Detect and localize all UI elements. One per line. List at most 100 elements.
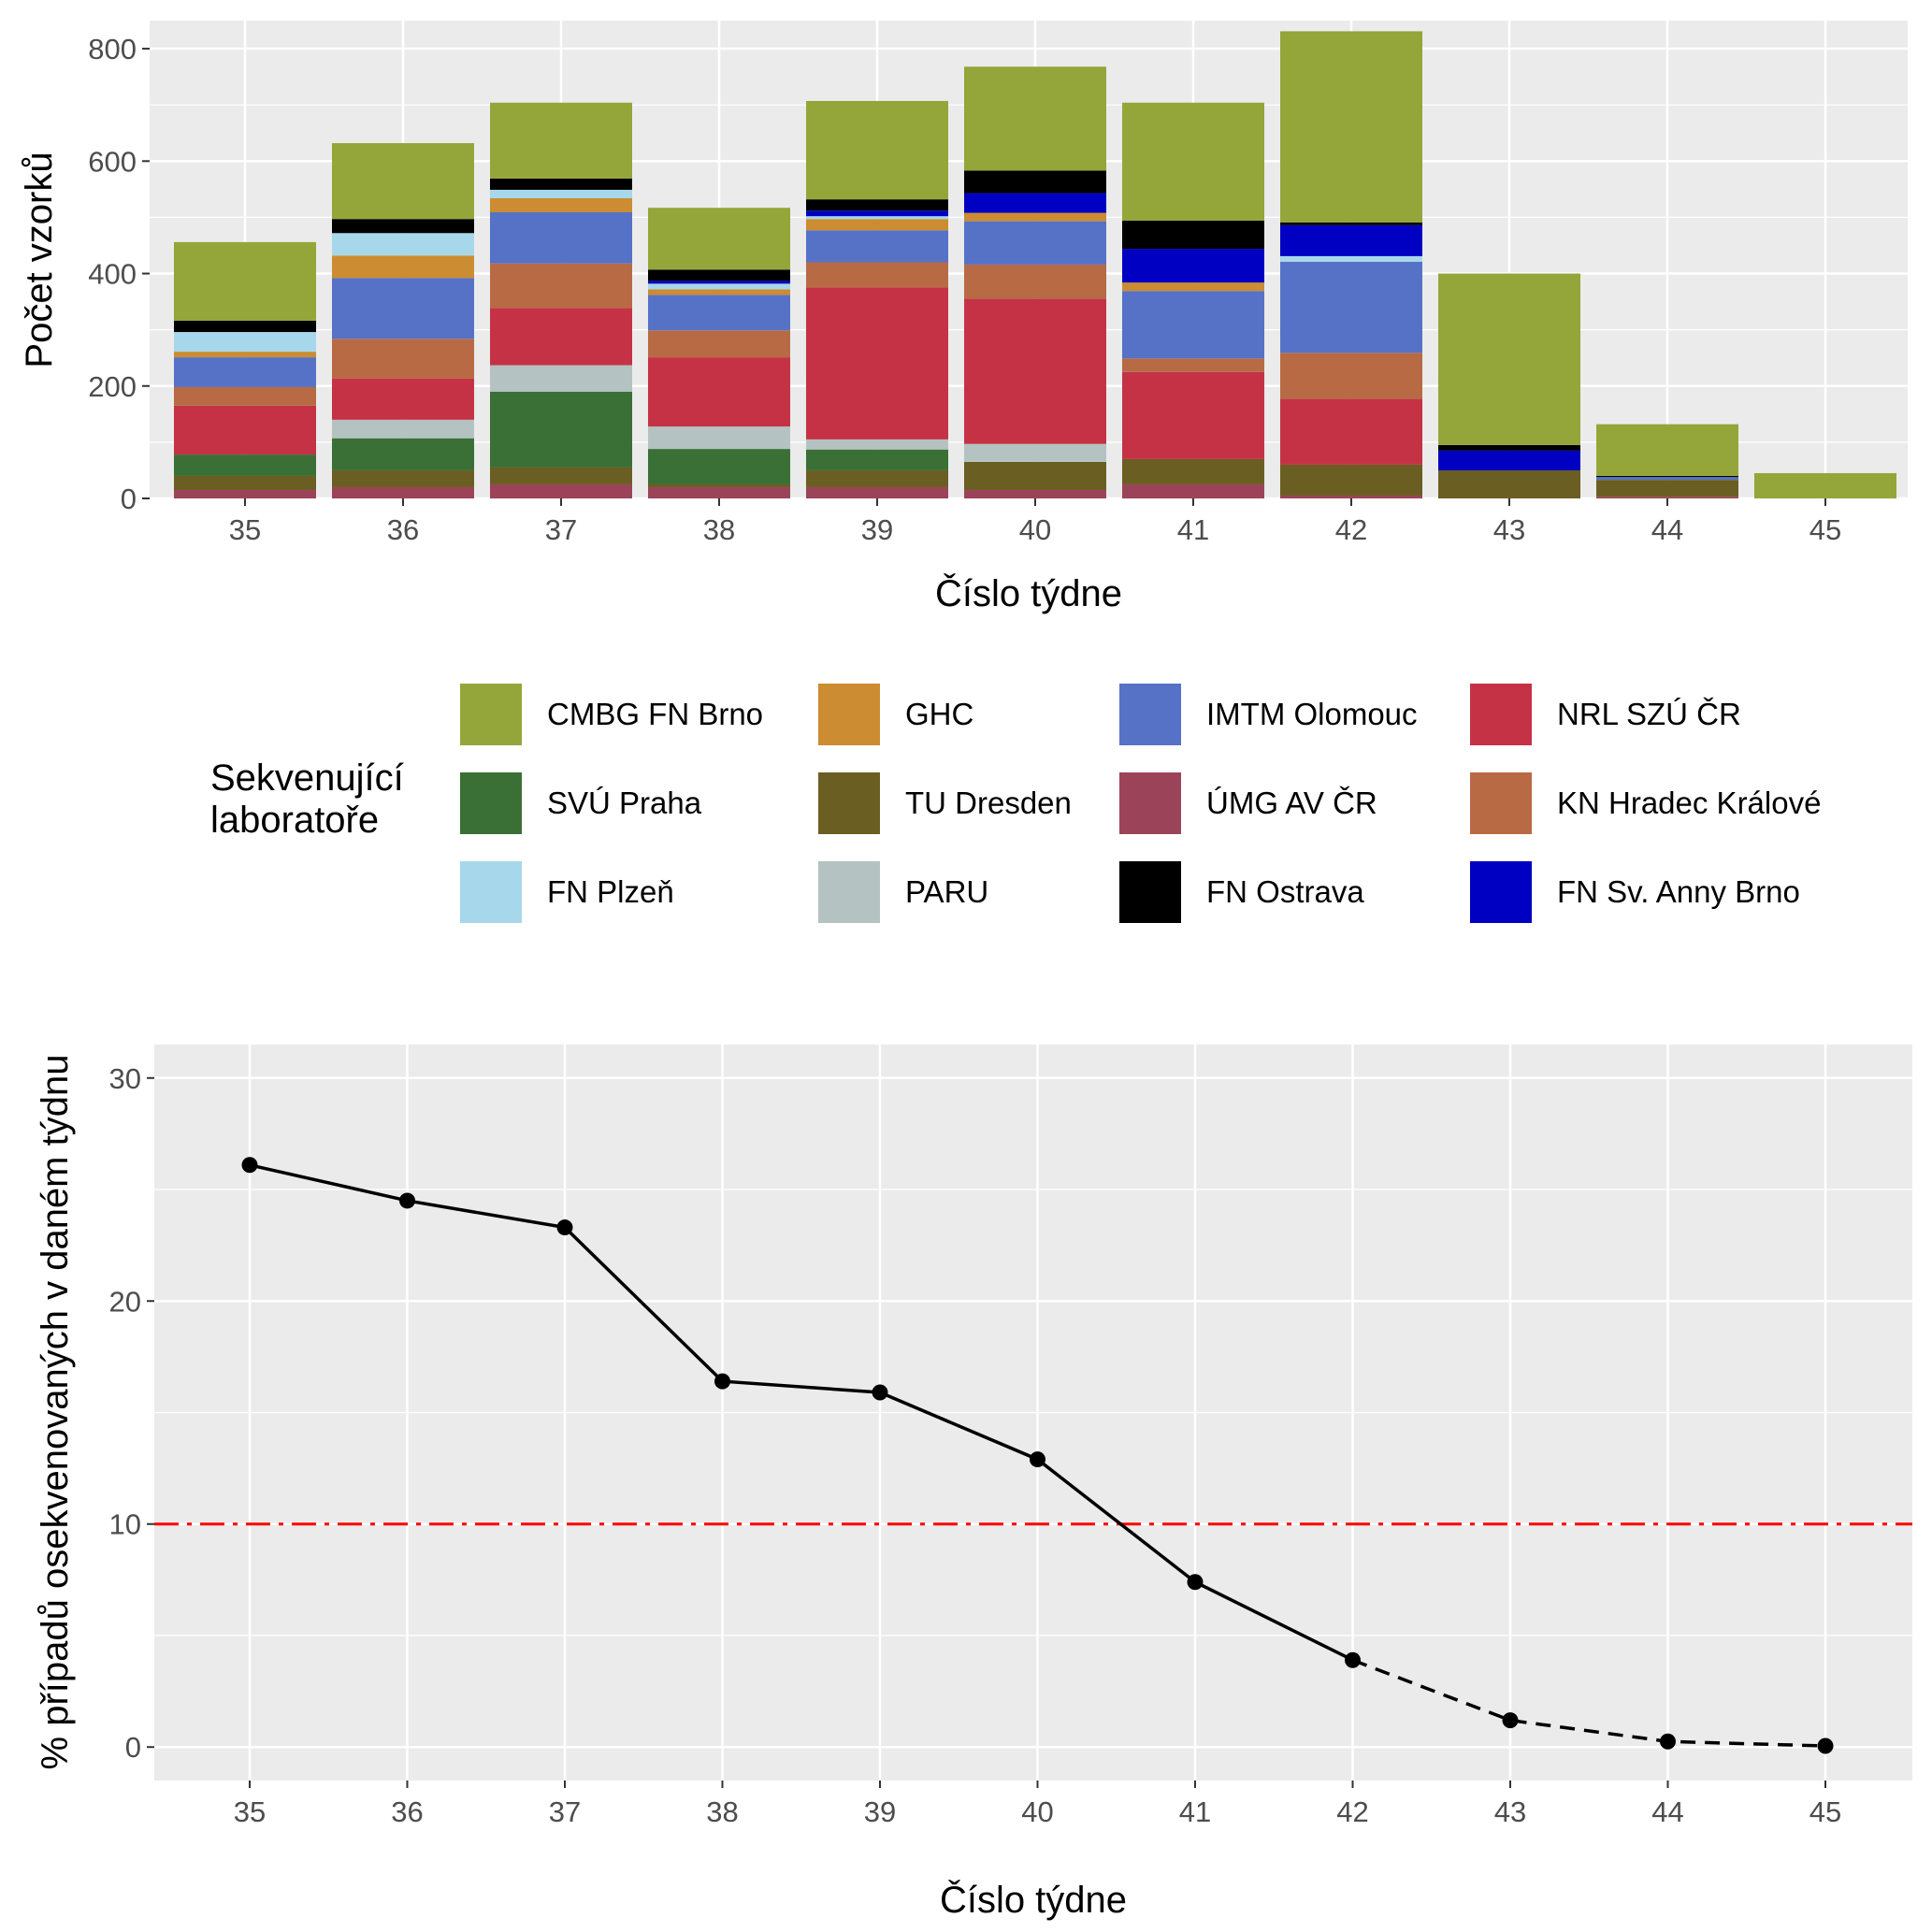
bar-segment [490, 263, 632, 309]
data-point [1817, 1737, 1834, 1754]
bar-segment [1122, 371, 1264, 459]
bar-segment [490, 197, 632, 213]
line-x-tick-label: 42 [1336, 1795, 1368, 1828]
legend-key [458, 771, 524, 836]
legend-label: GHC [905, 697, 974, 731]
bar-x-tick-label: 37 [545, 513, 577, 546]
legend-key [1117, 682, 1183, 747]
bar-segment [490, 308, 632, 366]
bar-segment [1438, 469, 1580, 498]
bar-segment [174, 352, 316, 358]
bar-segment [648, 289, 790, 296]
data-point [241, 1157, 258, 1174]
bar-segment [1122, 249, 1264, 283]
bar-segment [1280, 255, 1422, 262]
bar-segment [1438, 450, 1580, 470]
bar-segment [174, 241, 316, 322]
line-y-tick-label: 20 [109, 1285, 141, 1318]
bar-segment [648, 449, 790, 484]
bar-segment [174, 405, 316, 455]
bar-segment [1122, 483, 1264, 498]
bar-segment [964, 193, 1106, 213]
bar-segment [806, 449, 948, 470]
line-marks [154, 1157, 1912, 1754]
bar-segment [490, 102, 632, 179]
bar-segment [1280, 224, 1422, 256]
bar-segment [332, 419, 474, 439]
bar-y-tick-label: 600 [88, 145, 137, 178]
bar-segment [1438, 444, 1580, 451]
bar-segment [964, 264, 1106, 299]
bar-segment [806, 230, 948, 263]
bar-segment [1596, 480, 1738, 497]
legend-key [816, 859, 882, 925]
bar-segment [806, 210, 948, 217]
bar-x-tick-label: 39 [861, 513, 893, 546]
line-y-axis-title: % případů osekvenovaných v daném týdnu [35, 1055, 76, 1770]
legend-key [816, 682, 882, 747]
bar-segment [332, 233, 474, 256]
bar-y-tick-label: 200 [88, 370, 137, 403]
bar-segment [332, 339, 474, 379]
line-x-tick-label: 39 [864, 1795, 896, 1828]
legend-label: TU Dresden [905, 786, 1072, 820]
legend-key [1468, 859, 1534, 925]
bar-segment [174, 386, 316, 406]
bar-x-tick-label: 43 [1493, 513, 1525, 546]
series-line-dashed [1351, 1658, 1826, 1748]
bar-segment [490, 212, 632, 264]
bar-segment [1596, 497, 1738, 498]
legend-label: KN Hradec Králové [1557, 786, 1822, 820]
bar-segment [332, 143, 474, 220]
bar-segment [174, 332, 316, 353]
legend-label: FN Sv. Anny Brno [1557, 874, 1800, 909]
bar-segment [806, 262, 948, 288]
bar-segment [648, 283, 790, 290]
bar-segment [648, 208, 790, 270]
legend-label: NRL SZÚ ČR [1557, 697, 1741, 731]
legend-label: FN Ostrava [1206, 874, 1364, 909]
bar-segment [1754, 472, 1896, 498]
bar-segment [490, 189, 632, 198]
data-point [872, 1384, 888, 1401]
bar-segment [490, 391, 632, 468]
bar-segment [1122, 358, 1264, 372]
bar-segment [806, 439, 948, 450]
bar-segment [332, 278, 474, 339]
line-x-tick-label: 35 [234, 1795, 266, 1828]
bar-x-tick-label: 38 [703, 513, 735, 546]
bar-segment [174, 454, 316, 476]
bar-segment [806, 486, 948, 498]
bar-segment [648, 269, 790, 281]
bar-segment [648, 295, 790, 331]
legend-key [1117, 859, 1183, 925]
bar-segment [648, 281, 790, 284]
line-x-tick-label: 38 [706, 1795, 738, 1828]
data-point [1345, 1651, 1361, 1668]
bar-y-tick-label: 400 [88, 258, 137, 291]
line-axes: 0 10 20 30 35 36 37 38 39 40 41 42 43 44 45 [109, 1062, 1842, 1828]
bar-segment [648, 330, 790, 358]
bar-axes: 0 200 400 600 800 35 36 37 38 39 40 41 42 43 44 45 [88, 33, 1841, 546]
bar-segment [1596, 424, 1738, 476]
stacked-bar-chart: 0 200 400 600 800 35 36 37 38 39 40 41 42 43 44 45 Čísl… [19, 21, 1908, 614]
bar-segment [964, 221, 1106, 265]
legend-label: PARU [905, 874, 989, 909]
bar-segment [332, 219, 474, 234]
bar-segment [964, 66, 1106, 171]
bar-x-tick-label: 35 [229, 513, 261, 546]
bar-segment [332, 255, 474, 279]
bar-segment [648, 486, 790, 498]
legend-key [458, 859, 524, 925]
data-point [1660, 1733, 1676, 1750]
bar-segment [964, 489, 1106, 498]
line-y-tick-label: 0 [125, 1731, 141, 1764]
legend-key [458, 682, 524, 747]
bar-segment [1122, 102, 1264, 222]
bar-segment [1280, 31, 1422, 223]
bar-segment [490, 178, 632, 190]
legend-title-line: laboratoře [210, 800, 380, 841]
bar-segment [174, 489, 316, 498]
legend-key [816, 771, 882, 836]
